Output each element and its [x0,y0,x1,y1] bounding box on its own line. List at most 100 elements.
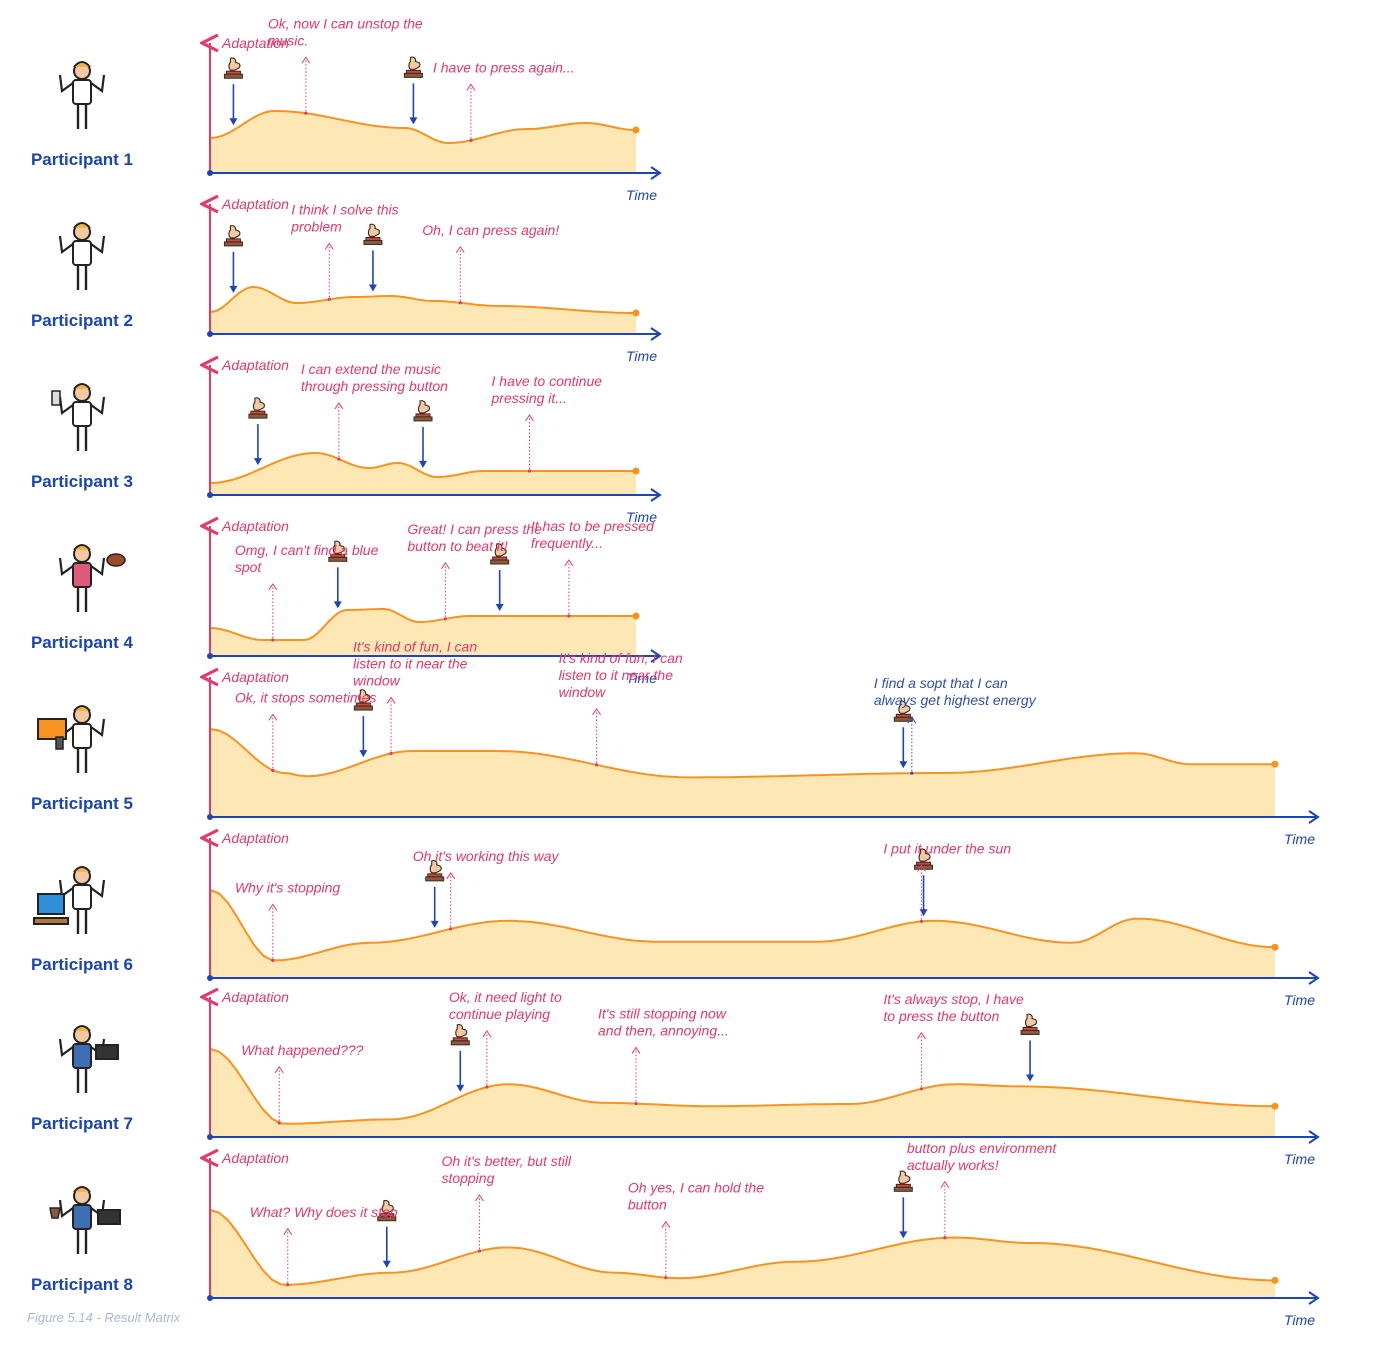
annotation-point [458,301,462,305]
press-button-icon [248,397,268,419]
right-arm-icon [90,557,106,576]
annotation-arrow [592,707,602,716]
x-axis-arrow [1308,1291,1320,1305]
annotation-arrow [301,56,311,64]
curve-end-dot [1271,943,1279,951]
annotation-arrow [440,561,450,570]
press-arrow-head [253,458,262,466]
y-axis-label: Adaptation [221,196,289,212]
press-button-icon [328,540,348,562]
hand-icon [358,689,371,703]
annotation-arrow [274,1065,284,1074]
button-base-icon [377,1216,397,1222]
axis-origin-dot [207,653,213,659]
annotation-point [469,138,473,142]
adaptation-curve [209,452,636,484]
curve-end-dot [632,309,640,317]
annotation-point [567,614,571,618]
torso-icon [72,240,92,266]
press-arrow-head [899,1231,908,1239]
hand-icon [228,225,241,239]
hair-icon [73,61,91,68]
annotation-point [919,1087,924,1091]
adaptation-curve [209,285,636,314]
hand-icon [494,543,507,557]
monitor-icon [37,893,65,915]
annotation-text: I think I solve this problem [290,201,398,234]
button-base-icon [363,239,383,245]
annotation-text: What? Why does it stop [250,1204,398,1220]
adaptation-area [210,287,636,334]
annotation-text: I put it under the sun [883,840,1011,856]
hair-icon [73,222,91,229]
press-button-icon [377,1199,397,1222]
left-arm-icon [58,1038,74,1057]
desk-icon [33,917,69,925]
right-arm-icon [90,235,106,254]
press-arrow-head [495,604,504,611]
axis-origin-dot [207,492,213,498]
annotation-text: button plus environment actually works! [907,1140,1058,1173]
annotation-point [443,617,447,621]
x-axis-label: Time [626,187,657,203]
hand-icon [367,223,380,238]
x-axis-arrow [1308,1130,1320,1144]
annotation-arrow [268,583,278,591]
annotation-arrow [482,1030,492,1038]
annotation-point [271,768,275,772]
axis-origin-dot [207,1295,213,1301]
annotation-point [477,1249,482,1253]
annotation-point [485,1085,489,1089]
button-base-icon [353,705,373,711]
y-axis-label: Adaptation [221,357,289,373]
adaptation-curve [209,110,637,145]
right-arm-icon [90,879,106,898]
person-at-desk-icon [33,866,106,934]
torso-icon [72,562,92,588]
annotation-arrow [631,1046,641,1054]
axis-origin-dot [207,1134,213,1140]
annotation-arrow [475,1194,484,1202]
person-with-phone-icon [51,383,106,451]
participant-row: Adaptation Time Participant 5 Ok, it stops … [31,638,1320,847]
left-arm-icon [58,396,74,415]
left-arm-icon [58,74,74,93]
annotation-point [271,638,275,642]
annotation-text: I have to continue pressing it... [491,373,603,406]
participant-row: Adaptation Time Participant 4 Omg, I can't … [31,518,662,686]
press-arrow-head [359,750,368,758]
y-axis-label: Adaptation [221,669,289,685]
left-arm-icon [58,557,74,576]
annotation-text: Oh it's working this way [413,848,560,864]
annotation-text: It's kind of fun, I can listen to it near… [559,650,683,700]
press-arrow-head [368,284,377,292]
annotation-point [327,297,331,301]
adaptation-curve [209,889,1276,962]
annotation-arrow [940,1180,950,1189]
annotation-point [594,763,599,767]
button-base-icon [425,876,445,882]
adaptation-area [210,1210,1275,1298]
torso-icon [72,1043,92,1069]
curve-end-dot [632,467,640,475]
annotation-arrow [917,1031,926,1040]
adaptation-area [210,111,636,173]
annotation-text: I find a sopt that I can always get highe… [874,675,1037,708]
y-axis-label: Adaptation [221,35,289,51]
press-arrow-head [419,460,427,468]
left-arm-icon [58,235,74,254]
hand-icon [381,1199,394,1214]
adaptation-curve [209,1048,1276,1125]
hand-icon [429,860,442,874]
hand-icon [417,400,431,414]
press-button-icon [363,223,383,245]
annotation-point [389,751,393,756]
y-axis-label: Adaptation [221,830,289,846]
participant-row: Adaptation Time Participant 8 What? Why doe… [31,1140,1320,1328]
press-arrow-head [1026,1074,1035,1082]
participant-row: Adaptation Time Participant 6 Why it's stop… [31,830,1320,1008]
annotation-point [527,469,532,473]
adaptation-curve [209,728,1275,779]
torso-icon [72,79,92,105]
